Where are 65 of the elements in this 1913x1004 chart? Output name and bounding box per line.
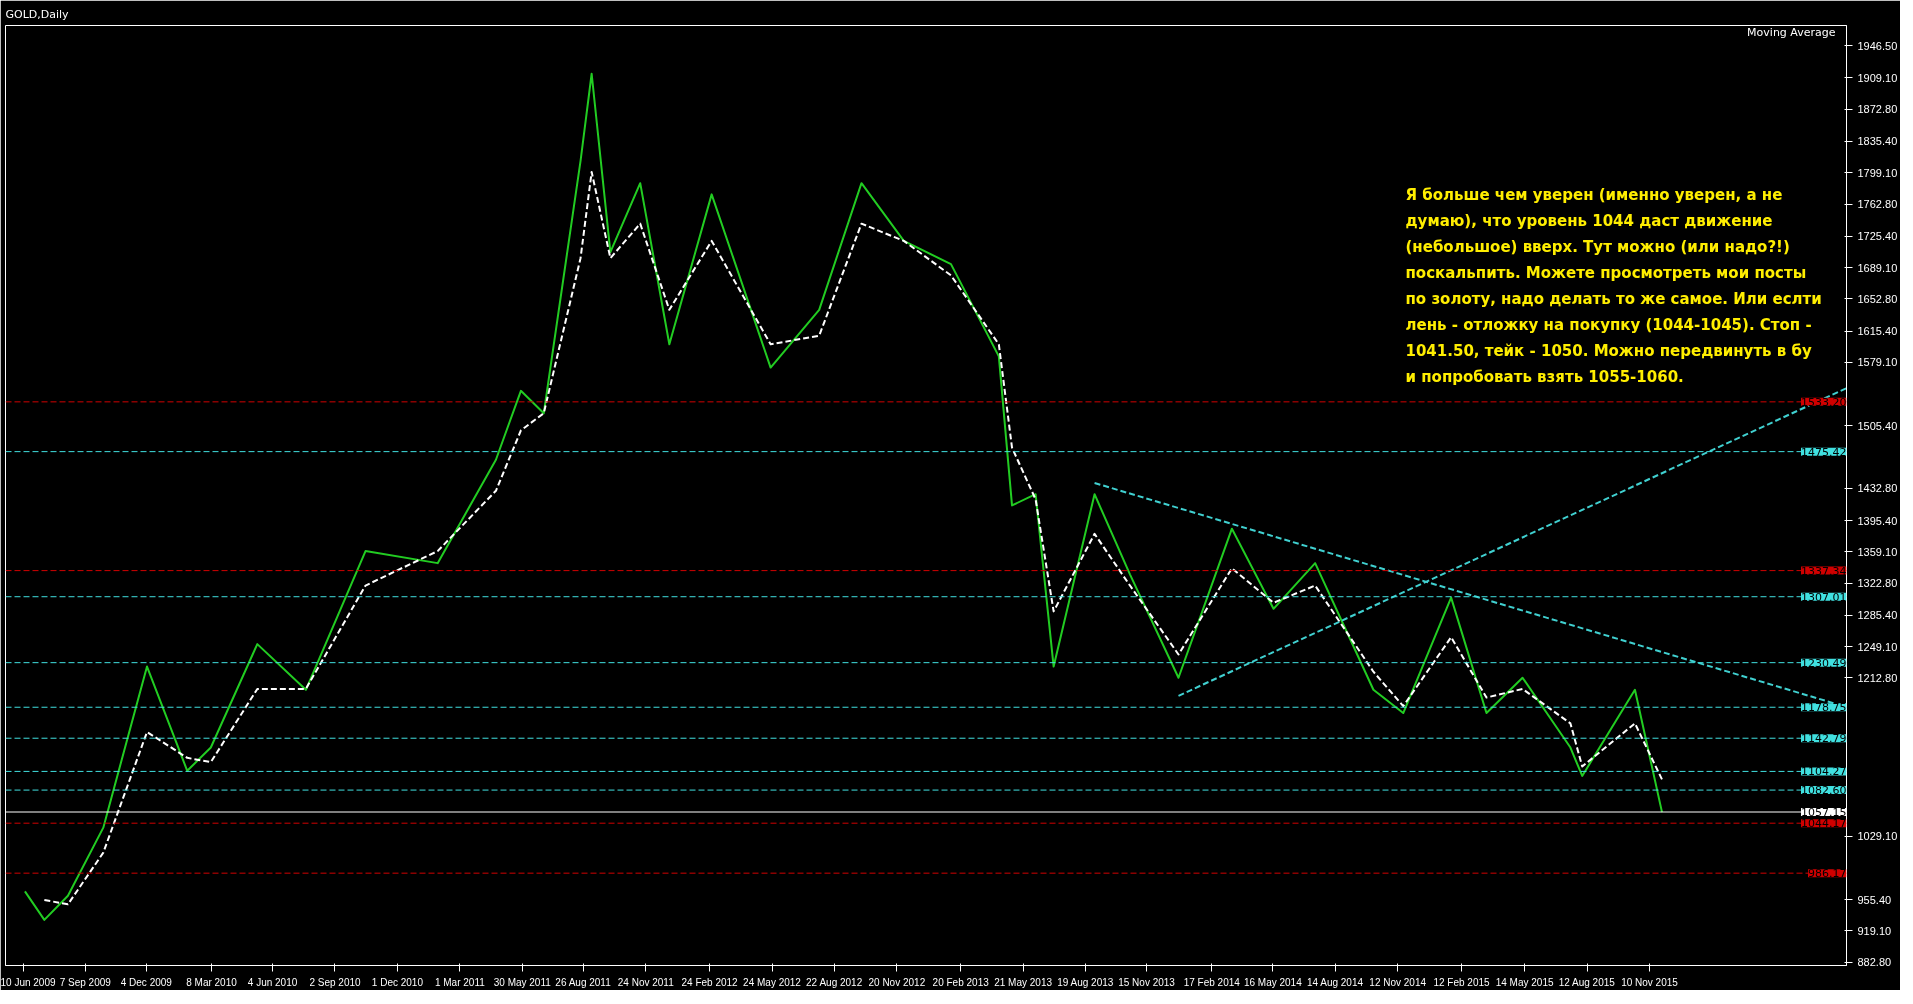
ref-line-label: 986.17 <box>1808 867 1847 881</box>
x-tick-label: 4 Jun 2010 <box>247 976 298 988</box>
y-tick-label: 1029.10 <box>1857 830 1898 843</box>
x-tick-label: 8 Mar 2010 <box>186 976 238 988</box>
x-tick-label: 20 Nov 2012 <box>868 976 926 988</box>
x-tick-label: 24 May 2012 <box>743 976 802 988</box>
y-tick-label: 1946.50 <box>1857 39 1898 52</box>
chart-title: GOLD,Daily <box>5 7 70 21</box>
x-tick-label: 12 Aug 2015 <box>1558 976 1616 988</box>
y-tick-label: 1579.10 <box>1857 356 1898 369</box>
y-tick-label: 1652.80 <box>1857 292 1898 305</box>
ref-line-label: 1475.42 <box>1801 445 1847 459</box>
ref-line-label: 1178.75 <box>1801 701 1847 715</box>
y-tick-label: 1285.40 <box>1857 609 1898 622</box>
y-tick-label: 1799.10 <box>1857 166 1898 179</box>
ref-line-label: 1533.20 <box>1801 395 1847 409</box>
x-tick-label: 30 May 2011 <box>493 976 552 988</box>
y-tick-label: 1909.10 <box>1857 71 1898 84</box>
x-tick-label: 16 May 2014 <box>1243 976 1303 988</box>
y-tick-label: 1432.80 <box>1857 482 1898 495</box>
y-tick-label: 1762.80 <box>1857 198 1898 211</box>
x-tick-label: 24 Feb 2012 <box>681 976 739 988</box>
x-tick-label: 10 Jun 2009 <box>0 976 56 988</box>
x-tick-label: 12 Nov 2014 <box>1369 976 1427 988</box>
annotation: Я больше чем уверен (именно уверен, а не думаю), что уровень 1044 даст движение (небольшое) вверх. Тут можно (или надо?!) поскальпить. Можете просмотреть мои посты по золоту, надо делать то же самое. Или еслти лень - отложку на покупку (1044-1045). Стоп - 1041.50, тейк - 1050. Можно передвинуть в бу и попробовать взять 1055-1060. <box>1405 185 1822 387</box>
ref-line-label: 1337.34 <box>1801 564 1847 578</box>
x-tick-label: 26 Aug 2011 <box>555 976 612 988</box>
x-tick-label: 4 Dec 2009 <box>120 976 173 988</box>
x-tick-label: 19 Aug 2013 <box>1057 976 1114 988</box>
y-tick-label: 1505.40 <box>1857 419 1898 432</box>
y-tick-label: 1615.40 <box>1857 325 1898 338</box>
x-tick-label: 10 Nov 2015 <box>1621 976 1679 988</box>
x-tick-label: 12 Feb 2015 <box>1433 976 1491 988</box>
y-tick-label: 1689.10 <box>1857 261 1898 274</box>
ref-line-label: 1082.60 <box>1801 784 1847 798</box>
y-tick-label: 1322.80 <box>1857 577 1898 590</box>
ref-line-label: 1142.79 <box>1801 732 1847 746</box>
ref-line-label: 1044.17 <box>1801 817 1847 831</box>
annotation: Moving Average <box>1747 25 1836 39</box>
x-tick-label: 22 Aug 2012 <box>806 976 863 988</box>
y-tick-label: 1395.40 <box>1857 514 1898 527</box>
x-tick-label: 20 Feb 2013 <box>932 976 990 988</box>
y-tick-label: 882.80 <box>1857 956 1892 969</box>
y-tick-label: 1212.80 <box>1857 671 1898 684</box>
x-tick-label: 15 Nov 2013 <box>1118 976 1176 988</box>
y-tick-label: 1872.80 <box>1857 103 1898 116</box>
y-tick-label: 919.10 <box>1857 924 1892 937</box>
y-tick-label: 1359.10 <box>1857 545 1898 558</box>
x-tick-label: 14 Aug 2014 <box>1306 976 1364 988</box>
y-tick-label: 1835.40 <box>1857 135 1898 148</box>
y-tick-label: 955.40 <box>1857 893 1892 906</box>
y-tick-label: 1725.40 <box>1857 230 1898 243</box>
ref-line-label: 1307.01 <box>1801 590 1847 604</box>
ref-line-label: 1230.49 <box>1801 656 1847 670</box>
x-tick-label: 24 Nov 2011 <box>617 976 675 988</box>
x-tick-label: 7 Sep 2009 <box>59 976 112 988</box>
x-tick-label: 1 Dec 2010 <box>371 976 424 988</box>
x-tick-label: 21 May 2013 <box>994 976 1053 988</box>
ref-line-label: 1104.27 <box>1801 765 1847 779</box>
ref-line-label: 1057.15 <box>1801 806 1847 820</box>
x-tick-label: 14 May 2015 <box>1495 976 1554 988</box>
x-tick-label: 17 Feb 2014 <box>1183 976 1241 988</box>
x-tick-label: 1 Mar 2011 <box>434 976 486 988</box>
x-tick-label: 2 Sep 2010 <box>309 976 362 988</box>
y-tick-label: 1249.10 <box>1857 640 1898 653</box>
